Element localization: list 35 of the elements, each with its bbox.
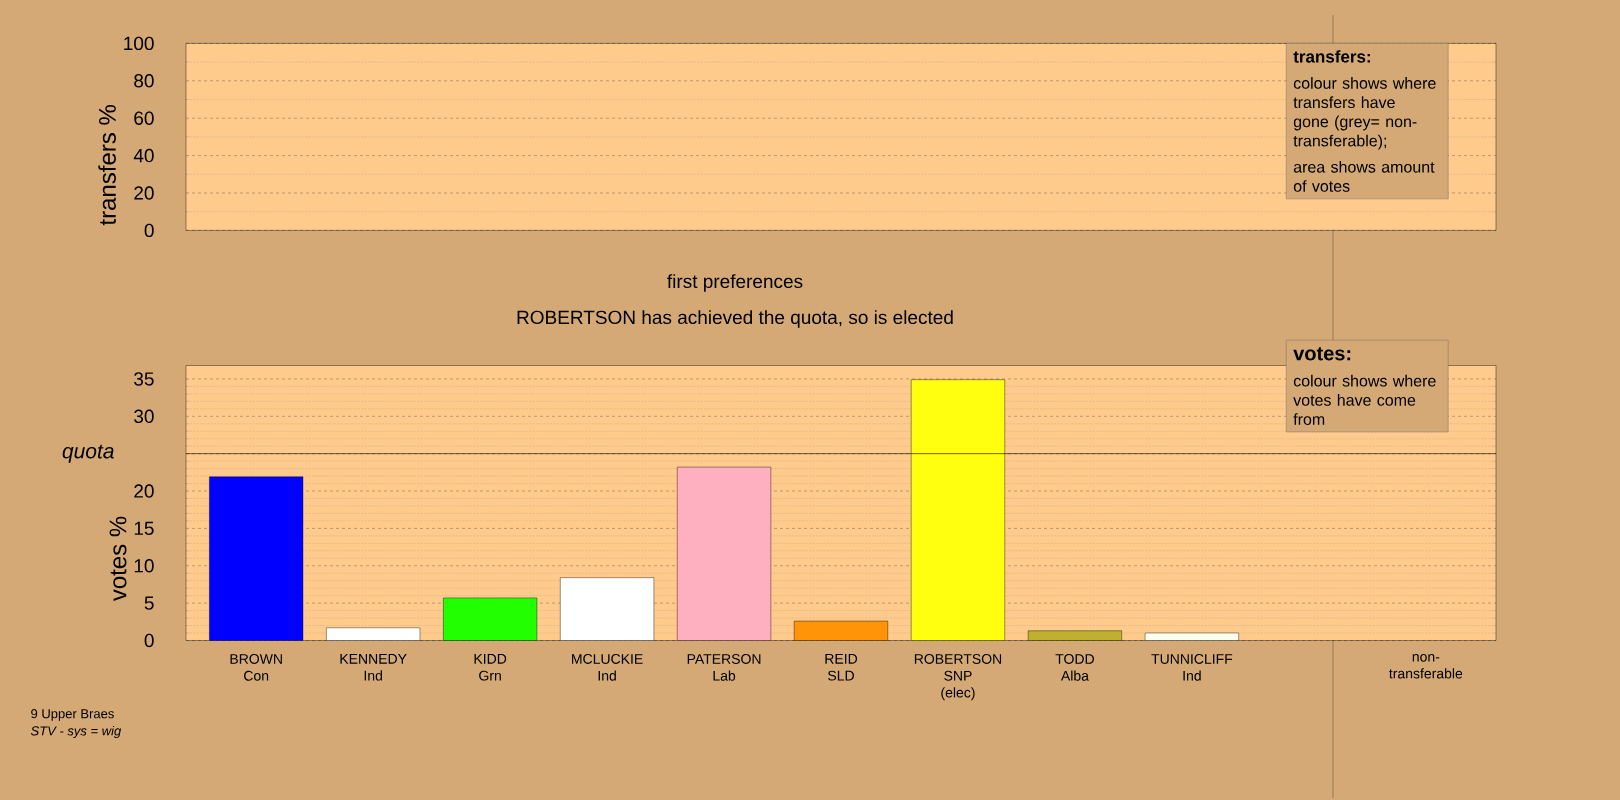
annotation: colour shows where votes have come from [1293, 374, 1436, 425]
x-tick-label: BROWN Con [230, 654, 282, 681]
y-tick-label: 100 [124, 36, 154, 51]
y-tick-label: 80 [134, 74, 154, 88]
x-tick-label: REID SLD [825, 654, 858, 681]
y-tick-label: 5 [144, 596, 154, 610]
chart-subtitle: ROBERTSON has achieved the quota, so is elected [517, 310, 953, 328]
annotation: colour shows where transfers have gone (grey= non-transferable); [1293, 77, 1436, 150]
text: STV - sys = wig [30, 725, 122, 739]
x-tick-label: KIDD Grn [474, 654, 507, 681]
y-tick-label: 0 [144, 633, 154, 648]
y-axis-title: transfers % [98, 105, 116, 226]
x-tick-label: TUNNICLIFF Ind [1151, 654, 1233, 681]
x-tick-label: KENNEDY Ind [340, 654, 407, 681]
y-tick-label: 20 [134, 484, 154, 498]
y-tick-label: 20 [134, 186, 154, 200]
x-tick-label: PATERSON Lab [687, 654, 761, 681]
annotation: area shows amount of votes [1293, 160, 1435, 192]
y-tick-label: 60 [134, 111, 154, 125]
y-tick-label: 40 [133, 148, 154, 163]
text: votes: [1293, 347, 1351, 361]
text: 9 Upper Braes [31, 709, 114, 721]
x-tick-label: non-transferable [1389, 654, 1463, 679]
ref-line-label: quota [62, 444, 114, 463]
y-tick-label: 35 [134, 372, 154, 386]
x-tick-label: ROBERTSON SNP (elec) [914, 654, 1002, 701]
y-axis-title: votes % [109, 516, 127, 602]
chart-title: first preferences [667, 274, 803, 292]
y-tick-label: 0 [144, 223, 154, 238]
x-tick-label: TODD Alba [1055, 654, 1094, 681]
y-tick-label: 10 [134, 559, 154, 573]
y-tick-label: 30 [134, 409, 154, 424]
annotation: transfers: [1293, 50, 1370, 63]
x-tick-label: MCLUCKIE Ind [572, 654, 643, 681]
y-tick-label: 15 [134, 521, 154, 536]
